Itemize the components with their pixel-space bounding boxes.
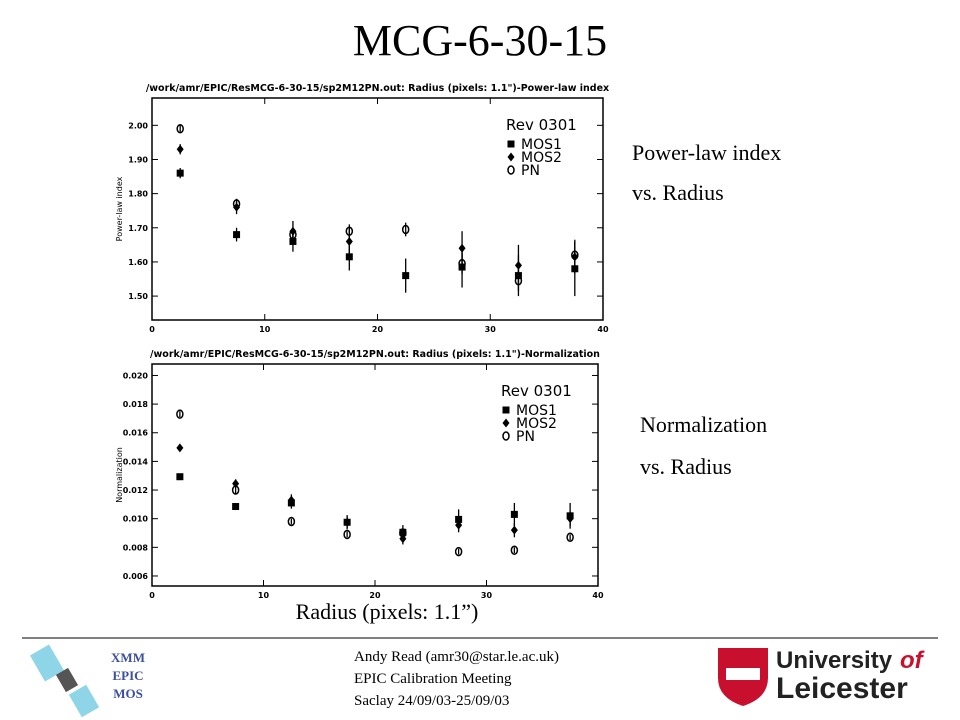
y-tick-label: 0.020 xyxy=(123,371,149,380)
side-label: Normalization xyxy=(640,412,767,437)
side-label: vs. Radius xyxy=(632,180,724,205)
marker xyxy=(345,226,354,236)
x-tick-label: 10 xyxy=(258,591,270,600)
y-tick-label: 0.018 xyxy=(123,400,149,409)
y-tick-label: 1.80 xyxy=(128,190,148,199)
marker xyxy=(233,231,241,239)
y-tick-label: 1.60 xyxy=(128,258,148,267)
y-tick-label: 1.50 xyxy=(128,292,148,301)
marker xyxy=(176,169,184,177)
marker xyxy=(507,140,515,148)
satellite-icon xyxy=(29,644,100,718)
chart-title: /work/amr/EPIC/ResMCG-6-30-15/sp2M12PN.o… xyxy=(146,83,609,94)
footer-line: Saclay 24/09/03-25/09/03 xyxy=(354,693,509,709)
marker xyxy=(514,275,523,286)
badge: MOS xyxy=(113,686,143,701)
x-tick-label: 20 xyxy=(369,591,381,600)
marker xyxy=(458,258,466,269)
legend-label: MOS1 xyxy=(521,137,562,153)
marker xyxy=(232,503,240,511)
marker xyxy=(510,510,518,518)
marker xyxy=(399,528,407,538)
x-caption: Radius (pixels: 1.1”) xyxy=(296,599,479,624)
marker xyxy=(289,229,297,240)
logo: University of Leicester xyxy=(718,647,925,706)
marker xyxy=(176,144,184,154)
badge: XMM xyxy=(111,650,145,665)
marker xyxy=(176,473,184,481)
chart: /work/amr/EPIC/ResMCG-6-30-15/sp2M12PN.o… xyxy=(115,349,604,600)
marker xyxy=(345,236,353,246)
marker xyxy=(176,443,184,453)
x-tick-label: 30 xyxy=(481,591,493,600)
legend-title: Rev 0301 xyxy=(506,116,577,134)
legend-label: PN xyxy=(516,429,535,445)
marker xyxy=(566,514,574,524)
logo-text: of xyxy=(900,647,925,674)
y-tick-label: 0.006 xyxy=(123,572,149,581)
y-tick-label: 0.010 xyxy=(123,515,149,524)
marker xyxy=(514,260,522,270)
x-tick-label: 0 xyxy=(149,325,155,334)
slide-title: MCG-6-30-15 xyxy=(353,16,607,65)
side-label: Power-law index xyxy=(632,140,781,165)
marker xyxy=(571,250,579,260)
marker xyxy=(502,431,510,441)
legend-label: MOS2 xyxy=(521,150,562,166)
marker xyxy=(502,418,510,428)
marker xyxy=(401,224,410,235)
x-tick-label: 0 xyxy=(149,591,155,600)
x-tick-label: 40 xyxy=(597,325,609,334)
legend-label: PN xyxy=(521,163,540,179)
y-axis-label: Normalization xyxy=(115,447,124,503)
x-tick-label: 10 xyxy=(259,325,271,334)
marker xyxy=(566,532,574,543)
marker xyxy=(176,123,184,134)
footer-line: Andy Read (amr30@star.le.ac.uk) xyxy=(354,649,559,665)
marker xyxy=(231,485,240,495)
y-tick-label: 1.90 xyxy=(128,155,148,164)
x-tick-label: 40 xyxy=(592,591,604,600)
y-tick-label: 0.014 xyxy=(123,457,149,466)
marker xyxy=(507,152,515,162)
logo-text: Leicester xyxy=(776,672,908,705)
marker xyxy=(402,272,410,280)
marker xyxy=(232,199,241,209)
legend-label: MOS1 xyxy=(516,403,557,419)
y-tick-label: 0.012 xyxy=(123,486,148,495)
legend-label: MOS2 xyxy=(516,416,557,432)
legend-title: Rev 0301 xyxy=(501,382,572,400)
y-tick-label: 1.70 xyxy=(128,224,148,233)
marker xyxy=(507,165,515,175)
y-axis-label: Power-law index xyxy=(115,176,124,241)
logo-text: University xyxy=(776,647,893,674)
marker xyxy=(510,545,519,555)
x-tick-label: 20 xyxy=(372,325,384,334)
marker xyxy=(287,495,295,505)
marker xyxy=(345,253,353,261)
marker xyxy=(287,516,296,527)
chart: /work/amr/EPIC/ResMCG-6-30-15/sp2M12PN.o… xyxy=(115,83,609,334)
badge: EPIC xyxy=(112,668,143,683)
chart-title: /work/amr/EPIC/ResMCG-6-30-15/sp2M12PN.o… xyxy=(150,349,600,360)
footer-line: EPIC Calibration Meeting xyxy=(354,671,512,687)
marker xyxy=(343,529,351,540)
x-tick-label: 30 xyxy=(485,325,497,334)
marker xyxy=(458,243,466,253)
marker xyxy=(455,520,463,530)
marker xyxy=(176,409,184,419)
marker xyxy=(510,525,518,535)
y-tick-label: 0.016 xyxy=(123,429,149,438)
marker xyxy=(454,546,463,557)
marker xyxy=(343,517,351,527)
marker xyxy=(502,406,510,414)
side-label: vs. Radius xyxy=(640,454,732,479)
y-tick-label: 0.008 xyxy=(123,543,149,552)
y-tick-label: 2.00 xyxy=(128,121,148,130)
